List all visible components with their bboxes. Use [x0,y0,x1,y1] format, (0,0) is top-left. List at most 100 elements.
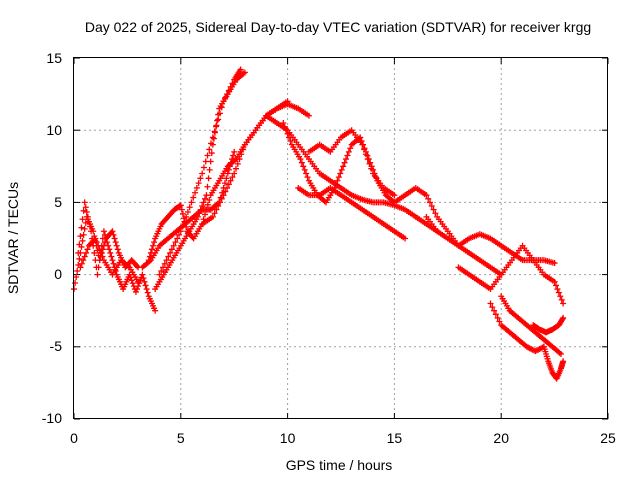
data-point [158,267,165,274]
data-point [340,163,347,170]
data-point [555,289,562,296]
data-point [229,174,236,181]
data-point [359,141,366,148]
data-point [224,170,231,177]
data-point [305,112,312,119]
data-point [557,293,564,300]
data-point [489,304,496,311]
data-point [229,156,236,163]
data-point [204,183,211,190]
data-point [287,138,294,145]
data-point [209,134,216,141]
data-point [496,318,503,325]
x-tick-label: 10 [280,430,296,446]
data-point [81,199,88,206]
data-point [156,271,163,278]
data-point [199,170,206,177]
data-point [345,148,352,155]
data-point [367,159,374,166]
data-point [241,69,248,76]
data-point [144,289,151,296]
data-point [208,150,215,157]
data-point [372,174,379,181]
data-point [234,160,241,167]
data-point [333,181,340,188]
data-point [107,249,114,256]
data-point [88,228,95,235]
data-point [224,91,231,98]
data-point [104,239,111,246]
data-point [81,253,88,260]
series-track-g [156,66,244,278]
data-point [152,307,159,314]
data-point [83,209,90,216]
data-point [132,288,139,295]
data-point [304,174,311,181]
data-point [206,166,213,173]
data-point [368,165,375,172]
data-point [79,237,86,244]
data-point [551,278,558,285]
data-point [80,231,87,238]
data-point [142,282,149,289]
y-tick-label: -5 [50,338,63,354]
data-point [240,146,247,153]
data-point [225,181,232,188]
data-point [200,199,207,206]
data-point [177,228,184,235]
data-point [358,138,365,145]
x-tick-label: 20 [493,430,509,446]
x-tick-label: 25 [600,430,616,446]
series-track-s [530,314,567,336]
data-point [213,206,220,213]
data-point [229,80,236,87]
data-point [128,277,135,284]
data-point [72,280,79,287]
y-tick-label: -10 [42,410,62,426]
data-point [181,218,188,225]
data-point [78,260,85,267]
x-tick-label: 0 [70,430,78,446]
data-point [82,219,89,226]
data-point [558,351,565,358]
data-point [96,246,103,253]
data-point [195,180,202,187]
data-point [143,286,150,293]
y-tick-label: 10 [46,122,62,138]
data-point [211,128,218,135]
data-point [204,152,211,159]
data-point [141,278,148,285]
data-point [492,311,499,318]
data-point [78,224,85,231]
data-point [92,235,99,242]
data-point [225,87,232,94]
data-point [402,235,409,242]
data-point [224,184,231,191]
data-point [494,314,501,321]
data-point [77,233,84,240]
data-point [286,134,293,141]
data-point [222,94,229,101]
data-point [491,307,498,314]
data-point [177,202,184,209]
data-point [111,235,118,242]
series-track-p [487,300,547,355]
data-point [209,213,216,220]
data-point [184,209,191,216]
series-track-o [455,242,567,307]
series-track-h [199,101,312,228]
data-point [134,286,141,293]
data-point [174,235,181,242]
data-point [211,210,218,217]
data-point [216,110,223,117]
data-point [188,199,195,206]
series-track-r [540,343,567,382]
data-point [170,242,177,249]
data-point [347,145,354,152]
data-point [87,223,94,230]
data-point [74,267,81,274]
data-point [226,163,233,170]
data-point [76,255,83,262]
data-point [281,123,288,130]
